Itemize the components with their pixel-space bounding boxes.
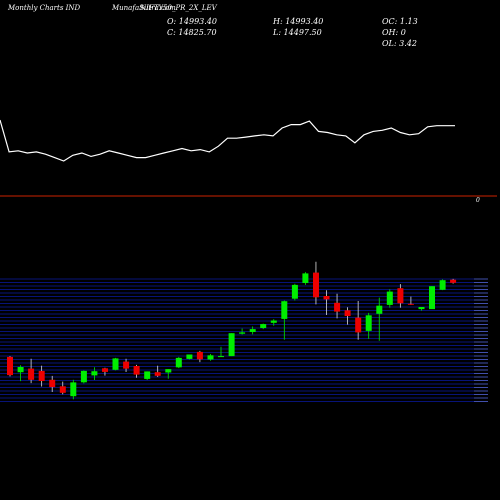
candle-body [397,288,404,304]
candle-body [186,354,193,359]
candle-body [302,273,309,283]
candle-body [196,351,203,360]
ohlc-ol: OL: 3.42 [382,39,417,48]
candle-body [418,307,425,310]
candle-body [218,356,224,358]
candle-body [439,280,446,290]
candle-body [165,369,172,373]
candle-body [260,324,267,328]
candle-body [281,301,288,319]
ohlc-low: L: 14497.50 [273,28,322,37]
ohlc-oc: OC: 1.13 [382,17,418,26]
candle-body [291,284,298,299]
candle-body [376,305,383,314]
site-name: MunafaSutra.com [112,4,176,12]
candle-body [7,356,13,376]
ohlc-open: O: 14993.40 [167,17,217,26]
candle-body [49,379,56,388]
candle-body [112,358,119,370]
ohlc-oh: OH: 0 [382,28,406,37]
candle-body [239,332,246,334]
candle-body [207,355,214,360]
candle-body [59,386,66,393]
candle-body [133,366,140,375]
candle-body [228,333,235,357]
candle-body [429,286,435,310]
candle-body [355,317,362,333]
candle-body [80,370,87,383]
candle-body [407,303,414,305]
candle-body [344,310,351,316]
candle-body [249,329,256,332]
candle-body [450,279,457,283]
candle-body [70,382,77,397]
chart-period-label: Monthly Charts IND [8,4,81,12]
candle-body [38,370,45,381]
candle-body [270,320,277,323]
candle-body [175,357,182,368]
candle-body [323,296,330,300]
price-line [0,119,455,162]
candle-body [91,371,98,376]
symbol-name: NIFTY50_PR_2X_LEV [140,4,217,12]
ohlc-high: H: 14993.40 [273,17,324,26]
ohlc-close: C: 14825.70 [167,28,217,37]
candle-body [365,315,372,331]
candle-body [144,371,151,379]
candle-body [28,368,35,380]
line-panel-label: 0 [476,197,480,204]
candle-body [334,302,341,312]
candle-body [17,367,24,373]
candle-body [123,361,130,369]
candle-body [154,372,161,376]
candle-body [386,291,393,305]
candle-body [102,368,108,372]
candle-body [313,272,319,298]
